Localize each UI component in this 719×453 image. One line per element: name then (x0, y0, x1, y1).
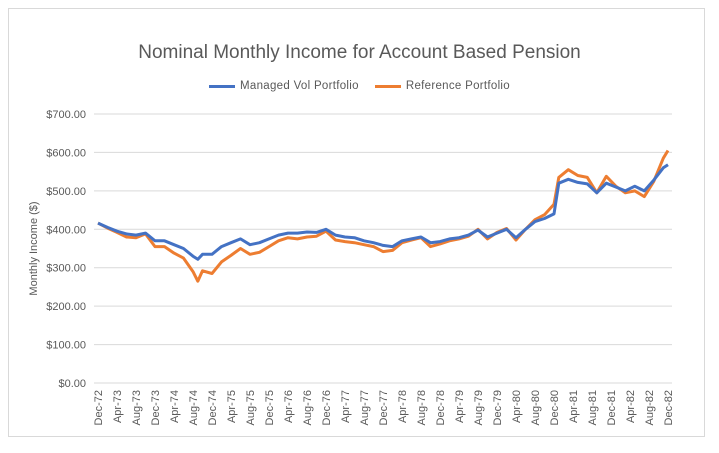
x-tick-label: Dec-81 (606, 390, 618, 425)
x-tick-label: Dec-74 (207, 390, 219, 425)
series-line-managed-vol-portfolio (97, 163, 669, 261)
x-tick-label: Apr-78 (397, 390, 409, 423)
legend-label: Managed Vol Portfolio (240, 80, 359, 92)
y-tick-label: $500.00 (46, 186, 86, 198)
x-tick-label: Dec-82 (663, 390, 675, 425)
y-tick-label: $400.00 (46, 224, 86, 236)
y-tick-label: $300.00 (46, 263, 86, 275)
x-tick-label: Aug-82 (644, 390, 656, 425)
chart-frame (8, 8, 705, 437)
legend-item-reference: Reference Portfolio (374, 80, 510, 92)
x-tick-label: Apr-82 (625, 390, 637, 423)
series-line-reference-portfolio (97, 149, 670, 283)
x-tick-label: Apr-79 (454, 390, 466, 423)
x-tick-label: Apr-81 (568, 390, 580, 423)
x-tick-label: Dec-72 (93, 390, 105, 425)
x-tick-label: Apr-73 (112, 390, 124, 423)
y-tick-label: $100.00 (46, 340, 86, 352)
x-tick-label: Dec-78 (435, 390, 447, 425)
x-tick-label: Aug-80 (530, 390, 542, 425)
y-tick-label: $600.00 (46, 147, 86, 159)
legend-swatch (374, 84, 401, 88)
x-tick-label: Aug-74 (188, 390, 200, 425)
x-tick-label: Dec-75 (264, 390, 276, 425)
x-tick-label: Aug-76 (302, 390, 314, 425)
y-axis-title: Monthly Income ($) (28, 201, 40, 295)
x-tick-label: Aug-78 (416, 390, 428, 425)
y-tick-label: $700.00 (46, 109, 86, 121)
legend-label: Reference Portfolio (405, 80, 510, 92)
x-tick-label: Apr-76 (283, 390, 295, 423)
chart-title: Nominal Monthly Income for Account Based… (138, 42, 581, 63)
legend-item-managed-vol: Managed Vol Portfolio (209, 80, 359, 92)
y-tick-label: $200.00 (46, 301, 86, 313)
x-tick-label: Apr-77 (340, 390, 352, 423)
x-tick-label: Apr-75 (226, 390, 238, 423)
x-tick-label: Aug-81 (587, 390, 599, 425)
y-tick-label: $0.00 (58, 378, 86, 390)
x-tick-label: Aug-79 (473, 390, 485, 425)
x-tick-label: Dec-79 (492, 390, 504, 425)
x-tick-label: Dec-73 (150, 390, 162, 425)
x-tick-label: Aug-77 (359, 390, 371, 425)
x-tick-label: Apr-74 (169, 390, 181, 423)
x-tick-label: Dec-76 (321, 390, 333, 425)
legend-swatch (209, 84, 236, 88)
x-tick-label: Dec-77 (378, 390, 390, 425)
legend: Managed Vol Portfolio Reference Portfoli… (0, 80, 719, 92)
x-tick-label: Aug-75 (245, 390, 257, 425)
x-tick-label: Aug-73 (131, 390, 143, 425)
x-tick-label: Apr-80 (511, 390, 523, 423)
x-tick-label: Dec-80 (549, 390, 561, 425)
